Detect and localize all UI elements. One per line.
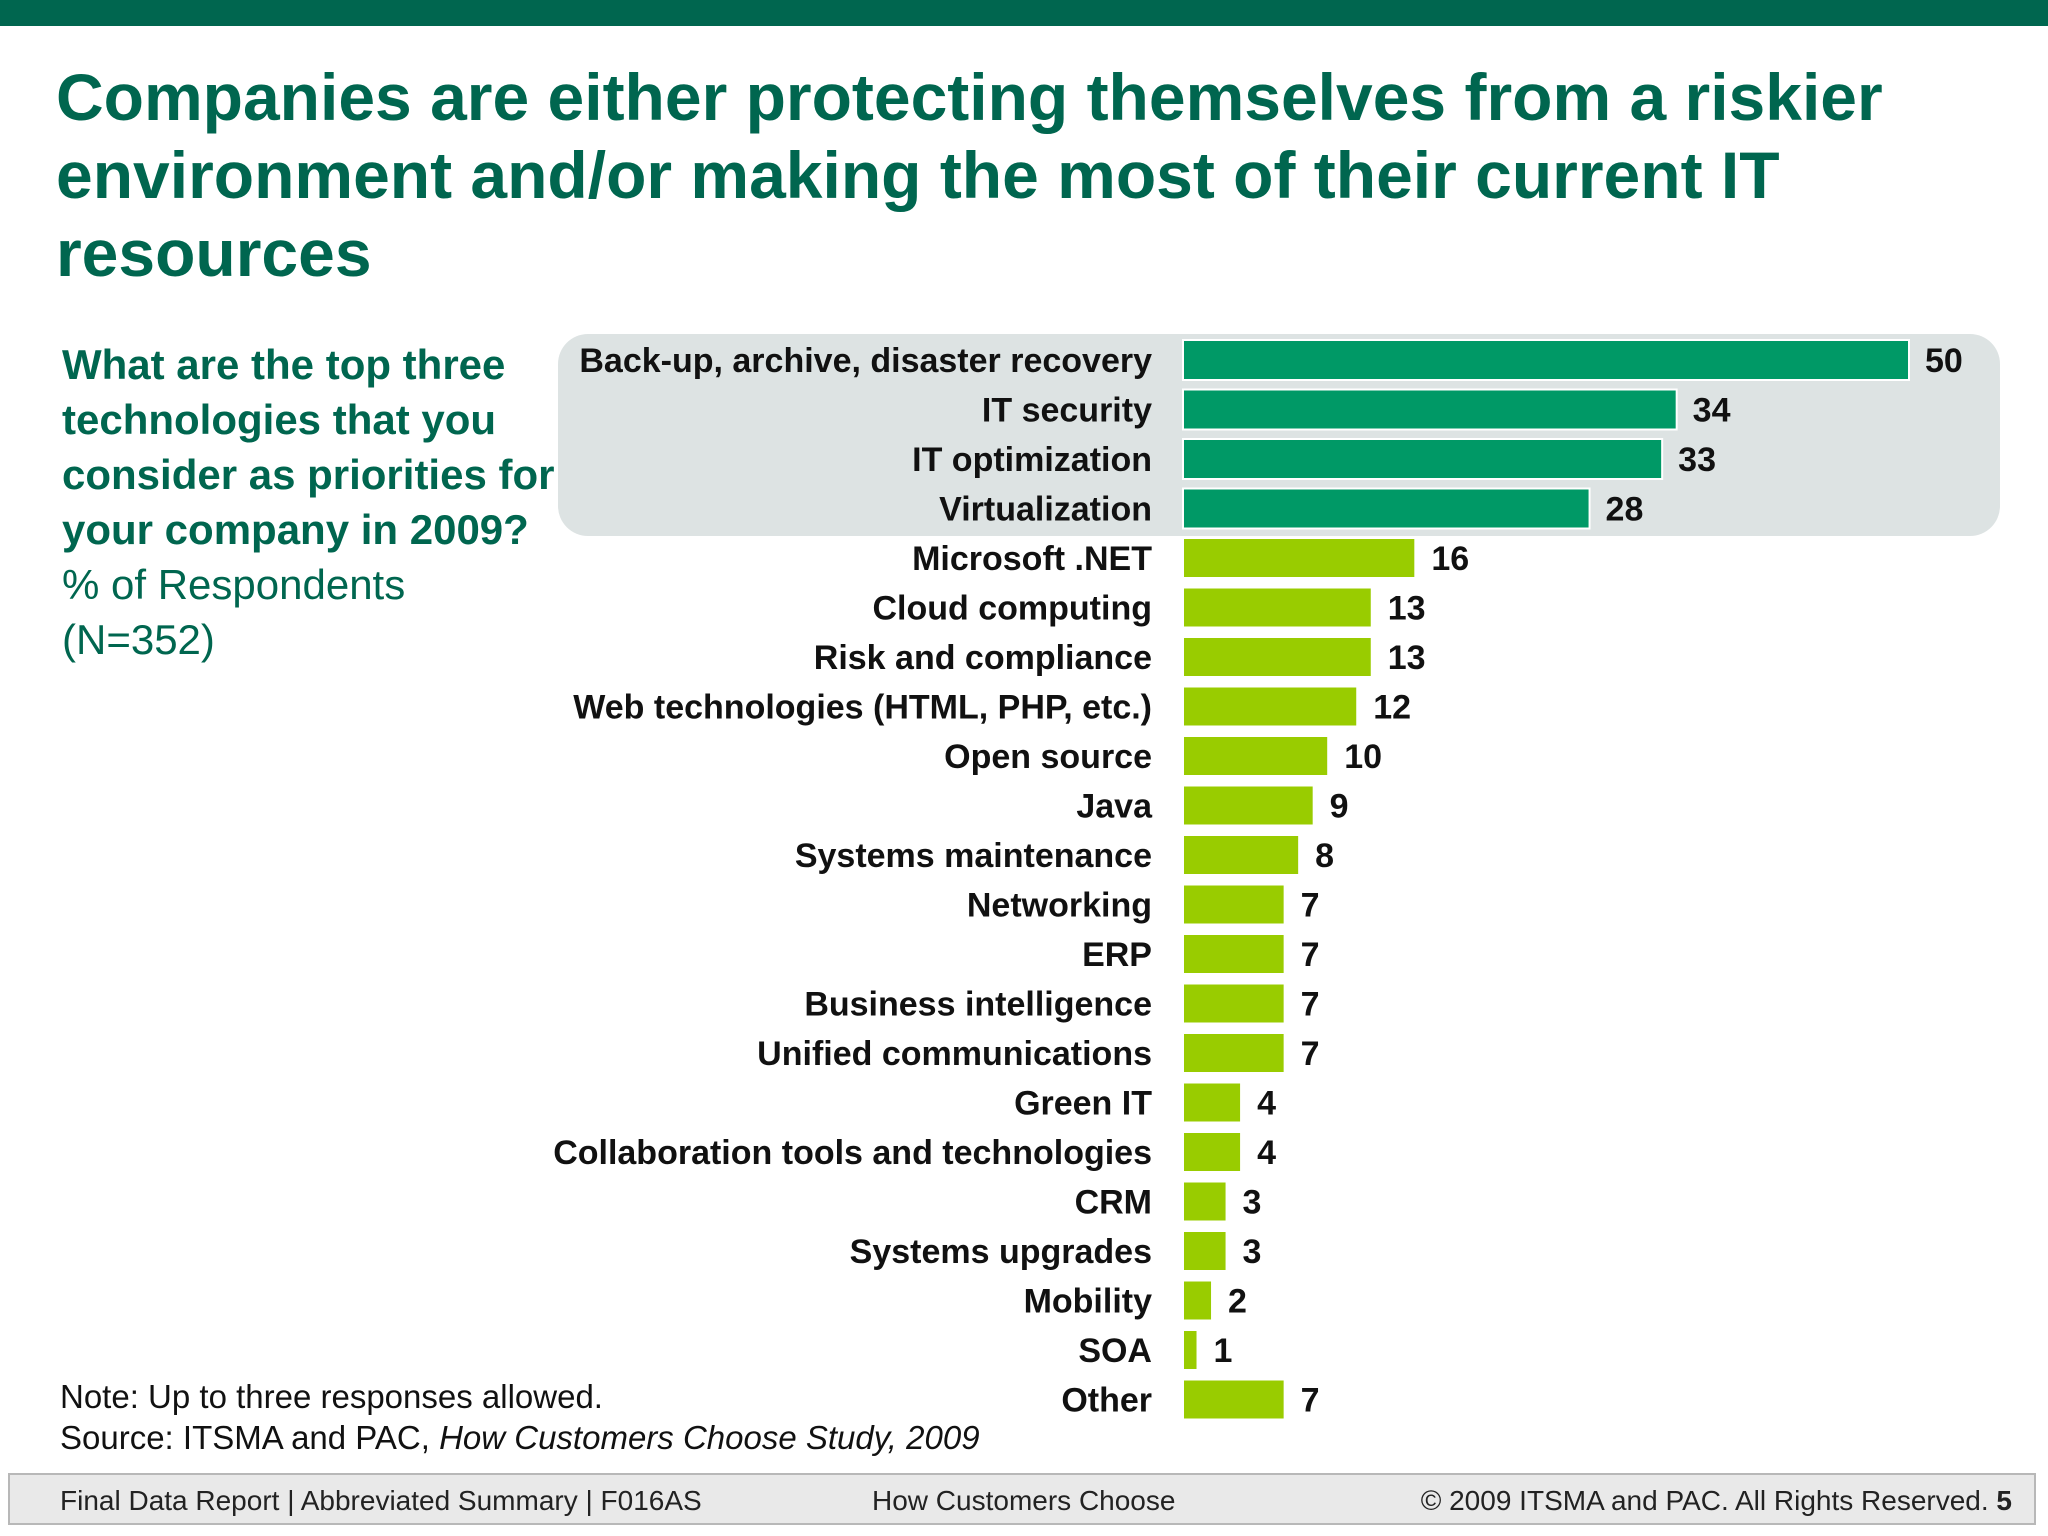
value-label: 7 [1301,887,1320,925]
bar [1182,438,1664,480]
page-number: 5 [1996,1485,2012,1516]
category-label: Green IT [1014,1085,1152,1123]
notes: Note: Up to three responses allowed. Sou… [60,1376,980,1458]
footer: Final Data Report | Abbreviated Summary … [8,1473,2036,1525]
question-sample-size: (N=352) [62,616,215,663]
bar [1182,784,1315,827]
category-label: Mobility [1024,1283,1153,1321]
category-label: Virtualization [939,491,1152,529]
category-label: Back-up, archive, disaster recovery [579,342,1152,380]
slide-title: Companies are either protecting themselv… [56,60,1883,290]
value-label: 10 [1344,738,1382,776]
value-label: 9 [1330,788,1349,826]
footer-copyright: © 2009 ITSMA and PAC. All Rights Reserve… [1420,1485,1989,1516]
bar [1182,636,1373,678]
category-label: Business intelligence [804,986,1152,1024]
category-label: Open source [944,738,1152,776]
value-label: 12 [1373,689,1411,727]
bar [1182,685,1359,728]
value-label: 13 [1388,639,1426,677]
value-label: 13 [1388,590,1426,628]
value-label: 4 [1257,1085,1276,1123]
value-label: 16 [1431,540,1469,578]
bar [1182,537,1417,579]
highlight-panel [558,334,2000,536]
bar [1182,735,1330,777]
top-band [0,0,2048,26]
bar [1182,1279,1214,1322]
category-label: IT security [982,392,1152,430]
category-label: Systems maintenance [795,837,1152,875]
bar [1182,339,1910,381]
survey-question: What are the top three technologies that… [62,337,562,667]
source-prefix: Source: ITSMA and PAC, [60,1419,440,1456]
value-label: 7 [1301,1035,1320,1073]
bar [1182,1378,1286,1421]
bar [1182,883,1286,926]
value-label: 7 [1301,986,1320,1024]
bar [1182,1032,1286,1074]
category-label: Networking [967,887,1152,925]
category-label: CRM [1075,1184,1152,1222]
bar [1182,933,1286,975]
category-label: Cloud computing [872,590,1152,628]
category-label: Systems upgrades [850,1233,1152,1271]
category-label: ERP [1082,936,1152,974]
bar [1182,1131,1243,1173]
bar [1182,586,1373,629]
value-label: 4 [1257,1134,1276,1172]
value-label: 1 [1214,1332,1233,1370]
value-label: 7 [1301,1382,1320,1420]
footer-right: © 2009 ITSMA and PAC. All Rights Reserve… [1421,1485,2012,1517]
value-label: 33 [1678,441,1716,479]
source-title: How Customers Choose Study, 2009 [439,1419,980,1456]
footer-left: Final Data Report | Abbreviated Summary … [60,1485,702,1516]
note-text: Note: Up to three responses allowed. [60,1378,603,1415]
value-label: 34 [1693,392,1731,430]
category-label: Unified communications [757,1035,1152,1073]
category-label: IT optimization [912,441,1152,479]
bar [1182,982,1286,1025]
value-label: 28 [1606,491,1644,529]
bar [1182,1329,1199,1371]
category-label: SOA [1078,1332,1152,1370]
category-label: Web technologies (HTML, PHP, etc.) [573,689,1152,727]
value-label: 7 [1301,936,1320,974]
source-text: Source: ITSMA and PAC, How Customers Cho… [60,1417,980,1458]
category-label: Collaboration tools and technologies [553,1134,1152,1172]
value-label: 3 [1243,1233,1262,1271]
category-label: Other [1061,1382,1152,1420]
bar [1182,388,1678,431]
category-label: Java [1076,788,1153,826]
value-label: 2 [1228,1283,1247,1321]
category-label: Risk and compliance [814,639,1152,677]
bar [1182,1180,1228,1223]
question-unit: % of Respondents [62,561,406,608]
bar [1182,1081,1243,1124]
bar-chart: Back-up, archive, disaster recovery 50 IT … [553,334,2000,1421]
value-label: 50 [1925,342,1963,380]
bar [1182,1230,1228,1272]
question-text: What are the top three technologies that… [62,341,555,553]
footer-center: How Customers Choose [872,1485,1176,1516]
bar [1182,487,1591,530]
category-label: Microsoft .NET [912,540,1152,578]
bar [1182,834,1301,876]
value-label: 3 [1243,1184,1262,1222]
value-label: 8 [1315,837,1334,875]
